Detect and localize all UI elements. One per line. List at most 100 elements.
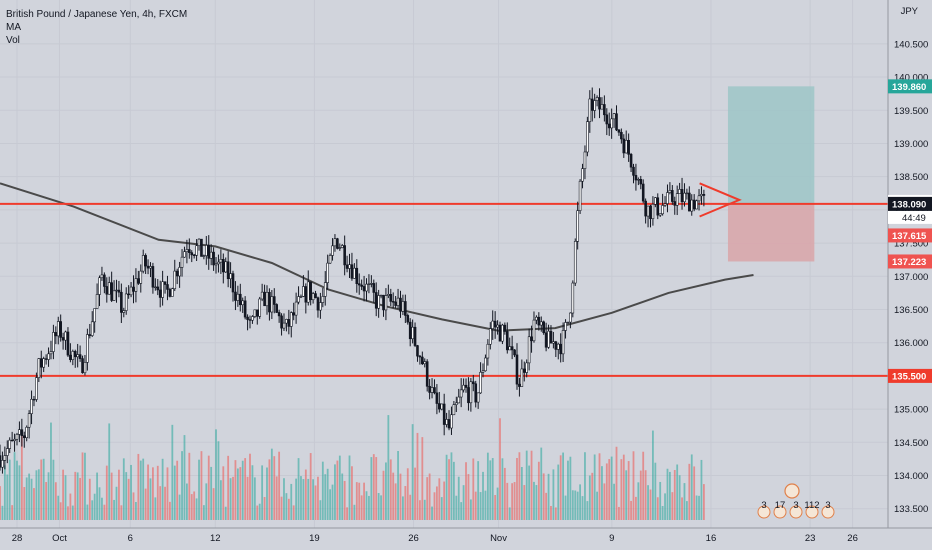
candle-body[interactable] bbox=[603, 104, 606, 116]
candle-body[interactable] bbox=[418, 355, 422, 358]
candle-body[interactable] bbox=[10, 439, 14, 442]
candle-body[interactable] bbox=[107, 282, 111, 295]
candle-body[interactable] bbox=[311, 293, 315, 301]
candle-body[interactable] bbox=[673, 201, 677, 206]
candle-body[interactable] bbox=[365, 283, 368, 292]
candle-body[interactable] bbox=[685, 192, 689, 195]
candle-body[interactable] bbox=[433, 387, 436, 394]
candle-body[interactable] bbox=[598, 97, 601, 110]
candle-body[interactable] bbox=[508, 346, 512, 351]
candle-body[interactable] bbox=[641, 183, 645, 202]
candle-body[interactable] bbox=[467, 387, 470, 404]
candle-body[interactable] bbox=[532, 319, 536, 342]
candle-body[interactable] bbox=[105, 286, 109, 295]
candle-body[interactable] bbox=[624, 140, 628, 154]
candle-body[interactable] bbox=[496, 324, 499, 328]
candle-body[interactable] bbox=[425, 361, 429, 387]
candle-body[interactable] bbox=[323, 282, 327, 297]
candle-body[interactable] bbox=[345, 264, 349, 269]
candle-body[interactable] bbox=[289, 312, 293, 327]
candle-body[interactable] bbox=[583, 151, 587, 169]
candle-body[interactable] bbox=[297, 296, 300, 303]
candle-body[interactable] bbox=[401, 301, 405, 312]
candle-body[interactable] bbox=[428, 385, 431, 393]
candle-body[interactable] bbox=[700, 194, 703, 197]
candle-body[interactable] bbox=[615, 113, 618, 131]
candle-body[interactable] bbox=[646, 205, 650, 217]
candle-body[interactable] bbox=[76, 354, 79, 358]
candle-body[interactable] bbox=[595, 97, 599, 101]
candle-body[interactable] bbox=[217, 261, 220, 265]
candle-body[interactable] bbox=[671, 190, 674, 202]
candle-body[interactable] bbox=[651, 203, 655, 220]
candle-body[interactable] bbox=[139, 270, 143, 284]
candle-body[interactable] bbox=[299, 296, 303, 298]
candle-body[interactable] bbox=[122, 310, 126, 313]
candle-body[interactable] bbox=[32, 398, 36, 401]
candle-body[interactable] bbox=[15, 434, 19, 440]
candle-body[interactable] bbox=[362, 286, 366, 292]
candle-body[interactable] bbox=[154, 286, 157, 289]
candle-body[interactable] bbox=[1, 460, 4, 468]
candle-body[interactable] bbox=[275, 304, 278, 313]
candle-body[interactable] bbox=[627, 140, 630, 155]
candle-body[interactable] bbox=[306, 281, 310, 303]
candle-body[interactable] bbox=[455, 402, 458, 405]
candle-body[interactable] bbox=[277, 312, 281, 317]
candle-body[interactable] bbox=[183, 251, 186, 258]
candle-body[interactable] bbox=[294, 301, 298, 316]
candle-body[interactable] bbox=[564, 322, 567, 331]
candle-body[interactable] bbox=[561, 330, 565, 355]
candle-body[interactable] bbox=[462, 384, 465, 391]
candle-body[interactable] bbox=[569, 312, 572, 323]
candle-body[interactable] bbox=[476, 392, 480, 403]
candle-body[interactable] bbox=[379, 294, 383, 297]
candle-body[interactable] bbox=[161, 281, 164, 298]
stop-zone[interactable] bbox=[727, 203, 815, 262]
candle-body[interactable] bbox=[144, 255, 147, 267]
candle-body[interactable] bbox=[248, 319, 252, 321]
candle-body[interactable] bbox=[8, 439, 12, 449]
candle-body[interactable] bbox=[469, 381, 473, 404]
candle-body[interactable] bbox=[52, 332, 55, 352]
candle-body[interactable] bbox=[549, 330, 553, 344]
candle-body[interactable] bbox=[547, 330, 550, 348]
candle-body[interactable] bbox=[493, 320, 497, 328]
candle-body[interactable] bbox=[243, 300, 247, 318]
candle-body[interactable] bbox=[185, 249, 189, 252]
target-zone[interactable] bbox=[727, 86, 815, 204]
candle-body[interactable] bbox=[357, 283, 361, 286]
candle-body[interactable] bbox=[391, 301, 395, 303]
candle-body[interactable] bbox=[219, 259, 223, 263]
entry-price-badge[interactable] bbox=[888, 196, 932, 211]
candle-body[interactable] bbox=[309, 281, 312, 301]
candle-body[interactable] bbox=[192, 254, 196, 256]
candle-body[interactable] bbox=[158, 289, 162, 298]
candle-body[interactable] bbox=[37, 358, 41, 378]
candle-body[interactable] bbox=[510, 346, 514, 351]
candle-body[interactable] bbox=[195, 245, 198, 256]
candle-body[interactable] bbox=[610, 118, 613, 129]
candle-body[interactable] bbox=[384, 295, 388, 311]
candle-body[interactable] bbox=[285, 319, 288, 324]
candle-body[interactable] bbox=[110, 282, 113, 301]
stop-price-badge-2[interactable] bbox=[888, 254, 932, 269]
candle-body[interactable] bbox=[360, 284, 363, 287]
candle-body[interactable] bbox=[0, 455, 2, 468]
candle-body[interactable] bbox=[445, 419, 448, 425]
candle-body[interactable] bbox=[675, 193, 679, 206]
candle-body[interactable] bbox=[212, 251, 215, 266]
candle-body[interactable] bbox=[350, 264, 354, 279]
candle-body[interactable] bbox=[654, 197, 657, 205]
candle-body[interactable] bbox=[64, 331, 67, 341]
candle-body[interactable] bbox=[440, 403, 444, 410]
candle-body[interactable] bbox=[353, 267, 356, 279]
candle-body[interactable] bbox=[486, 343, 490, 359]
candle-body[interactable] bbox=[149, 266, 152, 269]
candle-body[interactable] bbox=[481, 370, 485, 373]
candle-body[interactable] bbox=[539, 321, 543, 326]
candle-body[interactable] bbox=[117, 289, 121, 293]
candle-body[interactable] bbox=[620, 131, 623, 140]
candle-body[interactable] bbox=[200, 238, 203, 257]
candle-body[interactable] bbox=[498, 324, 502, 342]
